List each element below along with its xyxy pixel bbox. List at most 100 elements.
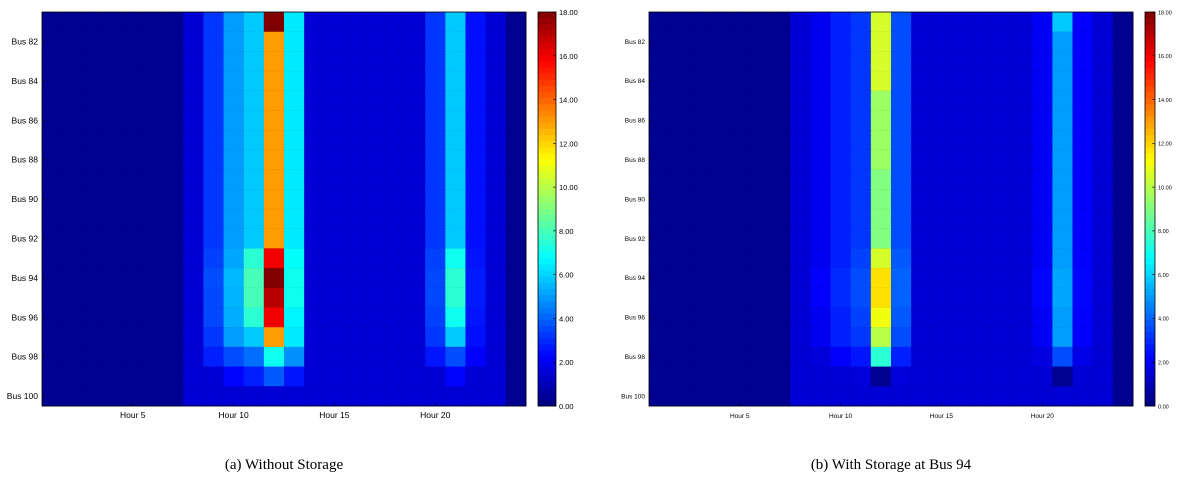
heatmap-cell (991, 228, 1013, 249)
heatmap-cell (669, 307, 690, 328)
heatmap-cell (931, 248, 952, 269)
heatmap-cell (649, 307, 670, 328)
heatmap-cell (445, 307, 466, 328)
heatmap-cell (1052, 12, 1073, 33)
heatmap-cell (465, 386, 487, 407)
heatmap-cell (1012, 268, 1033, 289)
heatmap-cell (689, 327, 710, 348)
heatmap-cell (344, 307, 366, 328)
heatmap-cell (263, 366, 285, 387)
heatmap-cell (263, 327, 285, 348)
heatmap-cell (891, 287, 912, 308)
heatmap-cell (102, 169, 124, 190)
colorbar-step (538, 61, 556, 68)
heatmap-cell (163, 12, 184, 33)
heatmap-cell (790, 169, 811, 190)
heatmap-cell (384, 209, 406, 230)
heatmap-cell (163, 209, 184, 230)
heatmap-cell (1112, 189, 1134, 210)
colorbar-step (1145, 128, 1155, 136)
heatmap-cell (810, 12, 831, 33)
heatmap-cell (1112, 268, 1134, 289)
heatmap-cell (1092, 51, 1114, 72)
heatmap-cell (991, 149, 1013, 170)
heatmap-cell (42, 149, 63, 170)
heatmap-cell (505, 307, 527, 328)
heatmap-cell (749, 169, 771, 190)
heatmap-cell (850, 366, 872, 387)
heatmap-cell (243, 386, 265, 407)
y-tick-label: Bus 86 (12, 115, 39, 125)
heatmap-cell (505, 287, 527, 308)
heatmap-cell (850, 90, 872, 111)
heatmap-cell (770, 130, 791, 151)
heatmap-cell (1012, 386, 1033, 407)
heatmap-cell (405, 287, 426, 308)
heatmap-cell (790, 110, 811, 131)
heatmap-cell (709, 12, 731, 33)
heatmap-cell (364, 149, 386, 170)
heatmap-cell (223, 248, 245, 269)
heatmap-cell (142, 346, 164, 367)
heatmap-cell (1092, 346, 1114, 367)
heatmap-cell (1032, 287, 1053, 308)
heatmap-cell (810, 327, 831, 348)
heatmap-cell (790, 346, 811, 367)
heatmap-cell (465, 189, 487, 210)
colorbar-step (1145, 221, 1155, 228)
heatmap-cell (62, 228, 83, 249)
heatmap-cell (770, 189, 791, 210)
heatmap-cell (749, 268, 771, 289)
heatmap-cell (971, 130, 993, 151)
colorbar-step (1145, 104, 1155, 111)
heatmap-cell (142, 209, 164, 230)
y-tick-label: Bus 84 (625, 78, 646, 85)
heatmap-cell (243, 268, 265, 289)
heatmap-cell (850, 346, 872, 367)
heatmap-cell (465, 149, 487, 170)
heatmap-cell (951, 307, 973, 328)
colorbar-step (538, 344, 556, 351)
colorbar-step (538, 196, 556, 204)
heatmap-cell (243, 366, 265, 387)
heatmap-cell (203, 51, 224, 72)
heatmap-cell (485, 327, 507, 348)
colorbar-step (538, 332, 556, 339)
heatmap-cell (1012, 228, 1033, 249)
heatmap-cell (951, 386, 973, 407)
heatmap-cell (1092, 386, 1114, 407)
heatmap-cell (142, 366, 164, 387)
heatmap-cell (870, 169, 892, 190)
x-tick-label: Hour 5 (120, 410, 146, 420)
heatmap-cell (1092, 12, 1114, 33)
heatmap-cell (709, 31, 731, 52)
heatmap-cell (790, 71, 811, 92)
heatmap-cell (62, 386, 83, 407)
heatmap-cell (689, 90, 710, 111)
y-tick-label: Bus 86 (625, 118, 646, 125)
heatmap-cell (770, 366, 791, 387)
heatmap-cell (102, 149, 124, 170)
heatmap-cell (505, 12, 527, 33)
heatmap-cell (122, 346, 144, 367)
heatmap-cell (203, 248, 224, 269)
heatmap-cell (951, 31, 973, 52)
heatmap-cell (324, 386, 345, 407)
colorbar-step (1145, 325, 1155, 333)
heatmap-cell (485, 386, 507, 407)
colorbar-step (1145, 165, 1155, 173)
heatmap-cell (405, 12, 426, 33)
colorbar-step (538, 141, 556, 148)
heatmap-cell (689, 287, 710, 308)
heatmap-cell (911, 169, 932, 190)
heatmap-cell (991, 287, 1013, 308)
heatmap-cell (709, 307, 731, 328)
heatmap-cell (42, 386, 63, 407)
heatmap-cell (971, 268, 993, 289)
heatmap-cell (1072, 71, 1094, 92)
heatmap-cell (1092, 31, 1114, 52)
heatmap-cell (749, 12, 771, 33)
heatmap-cell (203, 268, 224, 289)
heatmap-cell (991, 209, 1013, 230)
heatmap-cell (142, 268, 164, 289)
